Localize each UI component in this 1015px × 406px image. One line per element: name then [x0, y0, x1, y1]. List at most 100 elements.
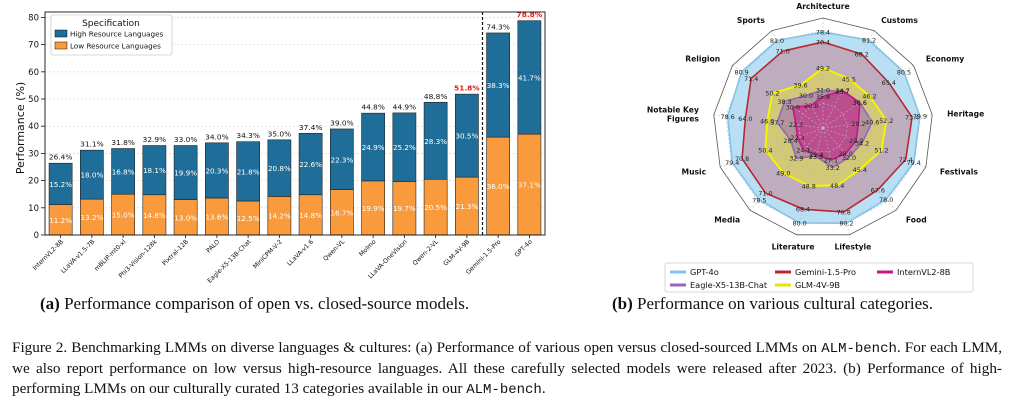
high-value-label: 20.3%: [205, 166, 228, 175]
high-value-label: 20.8%: [268, 164, 291, 173]
radar-chart: 78.4 81.2 80.5 79.9 79.4 78.0 80.2 80.0 78.5 79.4…: [647, 2, 984, 293]
y-tick-label: 70: [28, 41, 39, 51]
total-value-label: 48.8%: [424, 92, 447, 101]
x-tick-label: GPT-4o: [513, 238, 533, 258]
radar-axis-label-sports: Sports: [737, 16, 765, 25]
caption-a-label: (a): [40, 294, 60, 313]
legend-label-low: Low Resource Languages: [70, 42, 161, 51]
high-value-label: 38.3%: [487, 81, 510, 90]
radar-value-label: 34.7: [836, 87, 850, 95]
benchmark-name: ALM-bench: [466, 382, 542, 398]
high-value-label: 18.0%: [80, 171, 103, 180]
high-value-label: 21.8%: [237, 167, 260, 176]
radar-axis-label-festivals: Festivals: [940, 167, 978, 176]
radar-value-label: 81.0: [770, 37, 784, 45]
plot-frame: [44, 11, 546, 236]
radar-value-label: 51.2: [874, 147, 888, 155]
radar-value-label: 78.5: [752, 196, 766, 204]
x-tick-label: LLaVA-v1.6: [286, 238, 315, 267]
radar-value-label: 80.9: [735, 68, 749, 76]
high-value-label: 25.2%: [393, 143, 416, 152]
radar-grid-ring: [798, 103, 848, 153]
low-value-label: 19.9%: [362, 204, 385, 213]
bar-series: 11.2% 15.2% 26.4% 13.2% 18.0% 31.1% 15.0% 16.8%…: [48, 10, 543, 236]
caption-b: (b) Performance on various cultural cate…: [612, 294, 933, 314]
figure-caption-part3: .: [541, 380, 546, 397]
high-value-label: 30.5%: [455, 132, 478, 141]
total-value-label: 31.8%: [111, 138, 134, 147]
bar-high-pixtral-12b: [173, 145, 198, 200]
bar-high-palo: [205, 142, 229, 199]
radar-axis-label-religion: Religion: [685, 55, 720, 64]
benchmark-name: ALM-bench: [821, 341, 897, 357]
radar-value-label: 35.8: [816, 93, 830, 101]
radar-axis-label-food: Food: [906, 215, 927, 224]
x-tick-label: PALO: [205, 238, 221, 254]
radar-value-label: 36.6: [853, 99, 867, 107]
bar-high-gemini-1-5-pro: [486, 32, 510, 138]
legend-swatch-low: [54, 41, 68, 50]
radar-value-label: 68.2: [855, 51, 869, 59]
bar-high-minicpm-v-2: [267, 139, 292, 197]
high-value-label: 28.3%: [424, 137, 447, 146]
radar-value-label: 70.4: [816, 38, 830, 46]
radar-value-label: 80.2: [839, 220, 853, 228]
radar-value-label: 70.8: [735, 155, 749, 163]
radar-value-label: 52.2: [879, 117, 893, 125]
radar-body: 78.4 81.2 80.5 79.9 79.4 78.0 80.2 80.0 78.5 79.4…: [647, 2, 984, 251]
y-tick-label: 80: [28, 13, 39, 23]
radar-value-label: 29.2: [851, 120, 865, 128]
figure-caption-part2: . For each LMM, we also report performan…: [12, 339, 1003, 397]
total-value-label: 32.9%: [143, 135, 166, 144]
radar-value-label: 30.0: [799, 92, 813, 100]
low-value-label: 12.5%: [237, 214, 260, 223]
total-value-label: 34.0%: [205, 132, 228, 141]
radar-axis-label-media: Media: [714, 215, 740, 224]
radar-axis-label-heritage: Heritage: [947, 109, 984, 118]
radar-value-label: 71.0: [776, 48, 790, 56]
radar-value-label: 71.4: [744, 75, 758, 83]
radar-value-label: 49.2: [816, 64, 830, 72]
radar-value-label: 27.1: [824, 157, 838, 165]
legend-title: Specification: [82, 19, 140, 29]
radar-value-label: 30.0: [786, 104, 800, 112]
total-value-label: 74.3%: [486, 22, 509, 31]
high-value-label: 22.6%: [299, 160, 322, 169]
radar-value-label: 39.6: [793, 82, 807, 90]
x-tick-label: mBLIP-mt0-xl: [93, 238, 127, 272]
bar-high-phi3-vision-128k: [142, 145, 167, 196]
radar-value-label: 29.0: [849, 137, 863, 145]
low-value-label: 11.2%: [49, 216, 72, 225]
radar-value-label: 78.0: [879, 196, 893, 204]
low-value-label: 16.7%: [330, 208, 353, 217]
radar-outer-frame: [713, 17, 933, 236]
bar-high-llava-v1-5-7b: [80, 149, 104, 200]
total-value-label: 44.8%: [361, 103, 384, 112]
caption-b-label: (b): [612, 294, 633, 313]
total-value-label: 51.8%: [454, 84, 480, 93]
total-value-label: 78.8%: [517, 10, 543, 19]
bar-high-llava-onevision: [392, 112, 417, 182]
radar-value-label: 45.4: [853, 166, 867, 174]
bar-high-molmo: [361, 112, 385, 182]
figure-label: Figure 2.: [12, 339, 68, 356]
high-value-label: 22.3%: [330, 155, 353, 164]
radar-value-label: 20.8: [804, 102, 818, 110]
radar-grid-ring: [774, 78, 872, 176]
radar-value-label: 79.9: [913, 113, 927, 121]
caption-a: (a) Performance comparison of open vs. c…: [40, 294, 469, 314]
radar-value-label: 33.7: [835, 88, 849, 96]
radar-value-label: 50.4: [758, 146, 772, 154]
legend-label-internvl: InternVL2-8B: [897, 267, 951, 277]
total-value-label: 39.0%: [330, 118, 353, 127]
x-tick-label: InternVL2-8B: [32, 238, 65, 271]
x-tick-label: Molmo: [358, 238, 378, 258]
high-value-label: 24.9%: [362, 143, 385, 152]
x-tick-label: GLM-4V-9B: [442, 238, 471, 267]
low-value-label: 14.2%: [268, 212, 291, 221]
radar-axis-label-economy: Economy: [926, 55, 964, 64]
radar-value-label: 71.0: [758, 189, 772, 197]
radar-legend: GPT-4o Gemini-1.5-Pro InternVL2-8B Eagle…: [664, 262, 974, 293]
y-tick-label: 40: [28, 122, 39, 132]
radar-axis-label-music: Music: [682, 167, 707, 176]
